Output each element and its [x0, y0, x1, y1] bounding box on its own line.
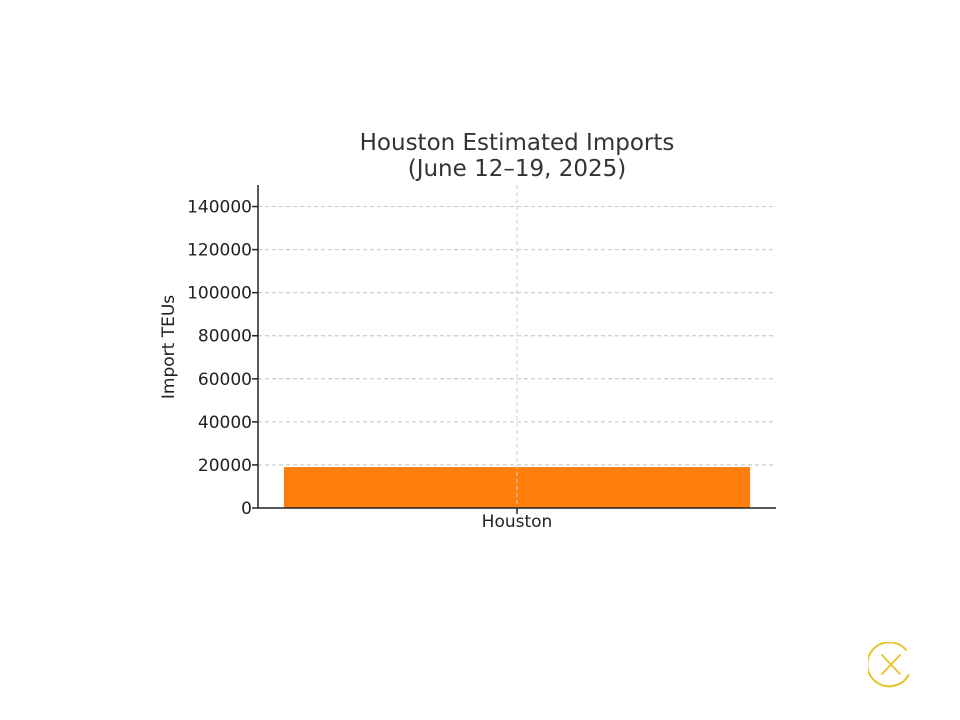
y-tick-label: 120000 — [187, 241, 252, 261]
y-axis-label: Import TEUs — [159, 295, 179, 399]
x-tick-label: Houston — [482, 512, 553, 532]
y-tick-label: 140000 — [187, 198, 252, 218]
chart-title-line-1: Houston Estimated Imports — [360, 130, 675, 156]
close-button[interactable] — [868, 642, 914, 688]
y-tick-label: 60000 — [198, 370, 252, 390]
chart-title: Houston Estimated Imports (June 12–19, 2… — [360, 130, 675, 182]
x-tick-labels: Houston — [482, 512, 553, 532]
chart-title-line-2: (June 12–19, 2025) — [408, 156, 627, 182]
y-tick-label: 0 — [241, 499, 252, 519]
grid-overlay — [258, 185, 776, 508]
y-tick-label: 80000 — [198, 327, 252, 347]
axes — [252, 185, 776, 514]
close-icon — [868, 642, 910, 688]
y-tick-label: 20000 — [198, 456, 252, 476]
y-tick-label: 40000 — [198, 413, 252, 433]
y-tick-labels: 0 20000 40000 60000 80000 100000 120000 140000 — [187, 198, 252, 519]
y-tick-label: 100000 — [187, 284, 252, 304]
